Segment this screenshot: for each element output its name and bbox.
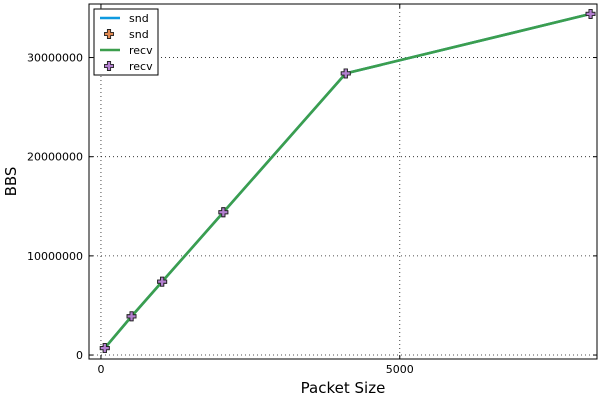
legend-label: recv (129, 60, 153, 73)
y-tick-label: 10000000 (27, 250, 83, 263)
legend-label: recv (129, 44, 153, 57)
series-snd-marker (99, 8, 596, 354)
series-layer (99, 8, 596, 354)
series-line (103, 12, 591, 349)
plot-frame (88, 3, 598, 360)
legend-item: snd (100, 12, 149, 25)
y-tick-label: 0 (76, 349, 83, 362)
legend-label: snd (129, 12, 149, 25)
grid (89, 4, 597, 359)
legend-item: snd (104, 28, 149, 41)
y-tick-label: 30000000 (27, 52, 83, 65)
ticks: 0 5000 0 10000000 20000000 30000000 (27, 4, 597, 376)
legend-swatch-marker (104, 29, 114, 39)
y-axis-title: BBS (2, 167, 20, 197)
data-point (99, 343, 110, 354)
legend-swatch-marker (104, 61, 114, 71)
legend-item: recv (100, 44, 153, 57)
data-point (126, 311, 137, 322)
series-snd-line (103, 12, 591, 349)
x-axis-title: Packet Size (301, 379, 386, 397)
x-tick-label: 0 (97, 363, 104, 376)
data-point (157, 276, 168, 287)
legend-label: snd (129, 28, 149, 41)
series-recv-line (103, 12, 591, 349)
series-line (103, 12, 591, 349)
y-tick-label: 20000000 (27, 151, 83, 164)
data-point (585, 8, 596, 19)
legend-item: recv (104, 60, 153, 73)
data-point (218, 207, 229, 218)
x-tick-label: 5000 (386, 363, 414, 376)
data-point (340, 68, 351, 79)
legend: snd snd recv recv (93, 8, 159, 76)
series-recv-marker (99, 8, 596, 354)
